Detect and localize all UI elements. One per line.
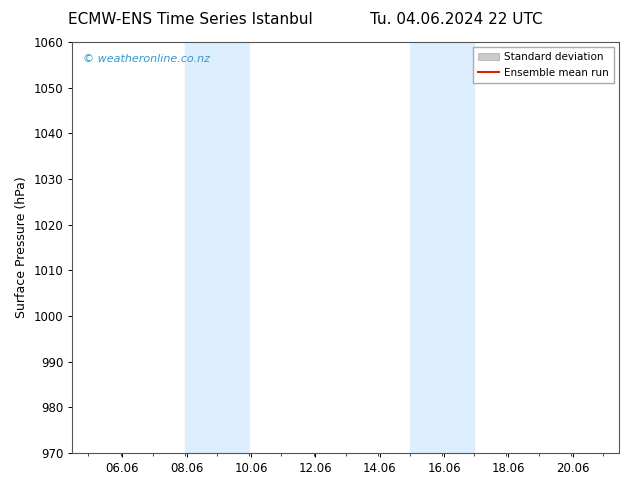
Bar [185,42,249,453]
Bar [410,42,474,453]
Y-axis label: Surface Pressure (hPa): Surface Pressure (hPa) [15,176,28,318]
Text: © weatheronline.co.nz: © weatheronline.co.nz [83,54,210,64]
Text: ECMW-ENS Time Series Istanbul: ECMW-ENS Time Series Istanbul [68,12,313,27]
Legend: Standard deviation, Ensemble mean run: Standard deviation, Ensemble mean run [472,47,614,83]
Text: Tu. 04.06.2024 22 UTC: Tu. 04.06.2024 22 UTC [370,12,543,27]
